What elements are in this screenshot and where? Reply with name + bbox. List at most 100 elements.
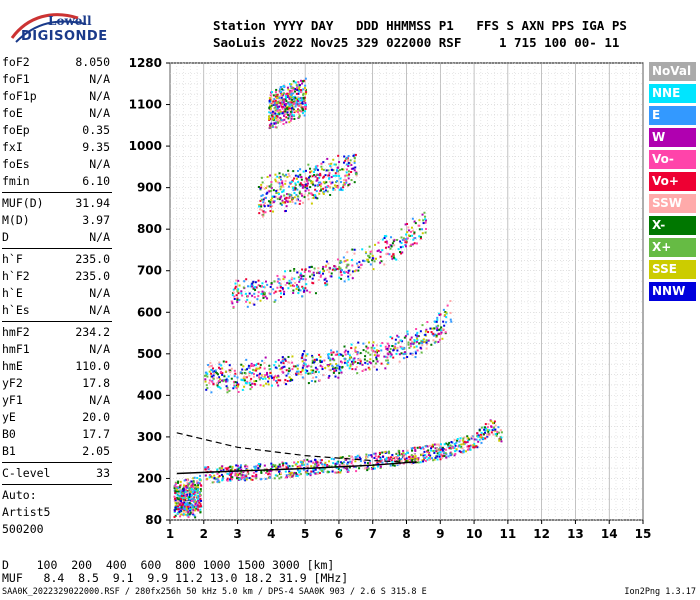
echo-mark [469, 444, 472, 447]
echo-mark [277, 384, 280, 387]
echo-mark [309, 474, 312, 477]
echo-mark [347, 271, 350, 274]
echo-mark [319, 355, 322, 358]
param-name: foF1 [2, 72, 30, 86]
echo-mark [219, 387, 222, 390]
echo-mark [339, 261, 342, 264]
echo-mark [307, 178, 310, 181]
echo-mark [303, 184, 306, 187]
echo-mark [319, 364, 322, 367]
echo-mark [401, 453, 404, 456]
echo-mark [350, 455, 353, 458]
echo-mark [274, 102, 277, 105]
echo-mark [311, 361, 314, 364]
echo-mark [300, 178, 303, 181]
echo-mark [331, 469, 334, 472]
echo-mark [337, 376, 340, 379]
echo-mark [182, 484, 185, 487]
echo-mark [458, 450, 461, 453]
echo-mark [255, 467, 258, 470]
echo-mark [287, 93, 290, 96]
echo-mark [483, 426, 486, 429]
echo-mark [237, 390, 240, 393]
echo-mark [221, 475, 224, 478]
echo-mark [216, 384, 219, 387]
echo-mark [337, 471, 340, 474]
echo-mark [188, 506, 191, 509]
echo-mark [435, 443, 438, 446]
echo-mark [377, 249, 380, 252]
echo-mark [372, 341, 375, 344]
echo-mark [272, 195, 275, 198]
echo-mark [304, 88, 307, 91]
echo-mark [324, 265, 327, 268]
echo-mark [262, 384, 265, 387]
echo-mark [355, 366, 358, 369]
echo-mark [279, 175, 282, 178]
echo-mark [312, 461, 315, 464]
echo-mark [289, 82, 292, 85]
echo-mark [425, 339, 428, 342]
echo-mark [220, 473, 223, 476]
echo-mark [180, 491, 183, 494]
echo-mark [197, 509, 200, 512]
echo-mark [421, 228, 424, 231]
echo-mark [285, 100, 288, 103]
echo-mark [214, 478, 217, 481]
echo-mark [272, 117, 275, 120]
echo-mark [348, 455, 351, 458]
param-name: D [2, 230, 9, 244]
echo-mark [335, 169, 338, 172]
param-value: N/A [89, 286, 110, 300]
echo-mark [229, 478, 232, 481]
echo-mark [196, 486, 199, 489]
echo-mark [387, 456, 390, 459]
echo-mark [298, 116, 301, 119]
echo-mark [297, 96, 300, 99]
echo-mark [274, 474, 277, 477]
echo-mark [473, 438, 476, 441]
echo-mark [297, 82, 300, 85]
echo-mark [210, 391, 213, 394]
echo-mark [486, 433, 489, 436]
echo-mark [278, 90, 281, 93]
echo-mark [336, 367, 339, 370]
echo-mark [276, 468, 279, 471]
x-tick-label: 2 [200, 527, 208, 541]
echo-mark [335, 181, 338, 184]
echo-mark [355, 470, 358, 473]
legend-entry: SSE [649, 260, 696, 279]
echo-mark [269, 123, 272, 126]
echo-mark [269, 185, 272, 188]
echo-mark [491, 428, 494, 431]
echo-mark [208, 382, 211, 385]
param-name: h`Es [2, 303, 30, 317]
echo-mark [292, 88, 295, 91]
echo-mark [288, 108, 291, 111]
echo-mark [350, 347, 353, 350]
echo-mark [372, 464, 375, 467]
echo-mark [410, 447, 413, 450]
echo-mark [335, 268, 338, 271]
echo-mark [276, 189, 279, 192]
echo-mark [303, 459, 306, 462]
echo-mark [278, 96, 281, 99]
echo-mark [289, 91, 292, 94]
echo-mark [412, 238, 415, 241]
echo-mark [409, 342, 412, 345]
echo-mark [330, 351, 333, 354]
echo-mark [314, 366, 317, 369]
echo-mark [343, 181, 346, 184]
echo-mark [295, 284, 298, 287]
echo-mark [174, 504, 177, 507]
echo-mark [301, 112, 304, 115]
echo-mark [323, 182, 326, 185]
echo-mark [299, 464, 302, 467]
echo-mark [412, 458, 415, 461]
echo-mark [302, 278, 305, 281]
echo-mark [414, 457, 417, 460]
echo-mark [268, 99, 271, 102]
echo-mark [234, 282, 237, 285]
echo-mark [343, 155, 346, 158]
echo-mark [377, 464, 380, 467]
